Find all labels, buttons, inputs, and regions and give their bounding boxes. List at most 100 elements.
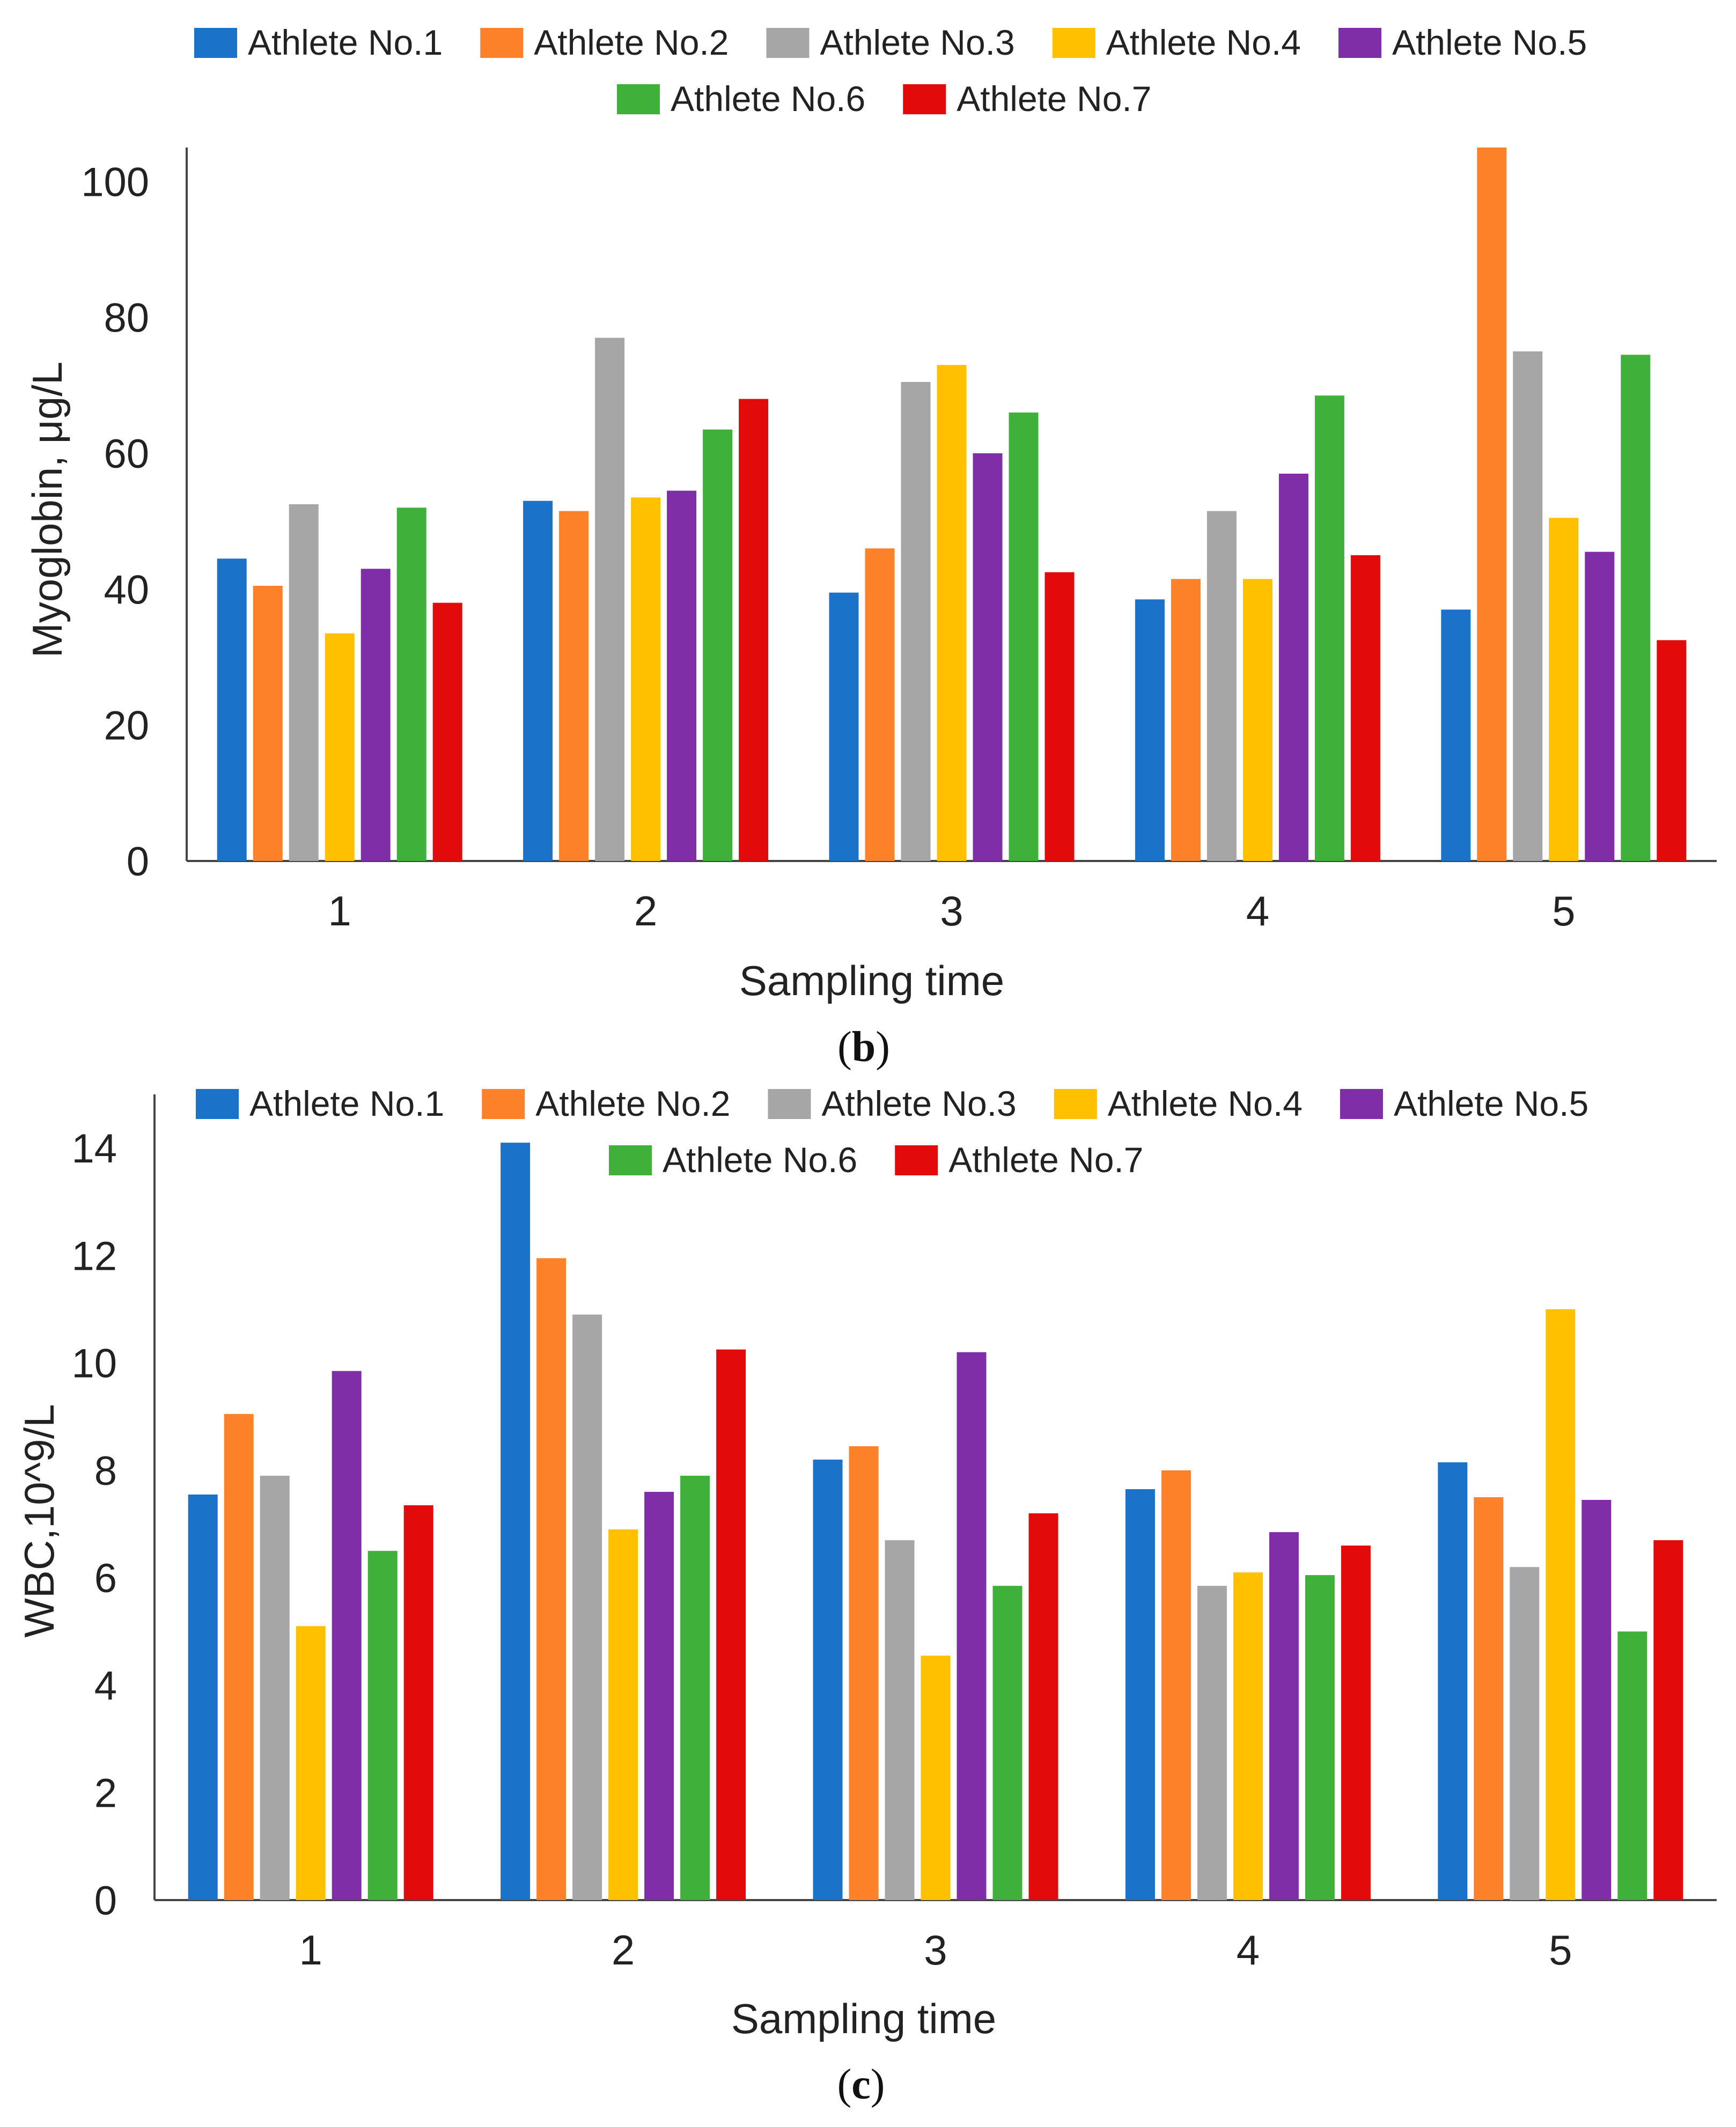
legend-swatch xyxy=(480,28,524,58)
y-tick-label: 8 xyxy=(94,1448,117,1494)
panel-c-label-letter: c xyxy=(851,2061,871,2108)
bar-c-cat5-series5: Athlete No.5: 7.45 xyxy=(1581,1500,1612,1900)
legend-item: Athlete No.3 xyxy=(768,1084,1017,1123)
bar-b-cat3-series4: Athlete No.4: 73 xyxy=(937,365,967,861)
legend-swatch xyxy=(766,28,810,58)
bar-c-cat3-series4: Athlete No.4: 4.55 xyxy=(921,1655,951,1900)
x-tick-label: 3 xyxy=(940,887,963,934)
bar-b-cat2-series6: Athlete No.6: 63.5 xyxy=(703,429,733,861)
bar-b-cat4-series4: Athlete No.4: 41.5 xyxy=(1242,579,1272,861)
legend-swatch xyxy=(617,84,660,114)
bar-b-cat2-series3: Athlete No.3: 77 xyxy=(595,337,625,861)
bar-c-cat3-series2: Athlete No.2: 8.45 xyxy=(849,1446,879,1900)
bar-b-cat3-series5: Athlete No.5: 60 xyxy=(973,453,1003,861)
bar-b-cat4-series1: Athlete No.1: 38.5 xyxy=(1135,599,1165,861)
panel-c-xlabel: Sampling time xyxy=(731,1995,996,2042)
legend-swatch xyxy=(768,1089,811,1119)
bar-c-cat5-series3: Athlete No.3: 6.2 xyxy=(1510,1567,1540,1900)
y-tick-label: 100 xyxy=(81,159,149,205)
bar-c-cat5-series6: Athlete No.6: 5 xyxy=(1617,1631,1647,1900)
bar-b-cat4-series6: Athlete No.6: 68.5 xyxy=(1314,395,1344,861)
bar-c-cat1-series2: Athlete No.2: 9.05 xyxy=(224,1414,254,1900)
bar-b-cat4-series7: Athlete No.7: 45 xyxy=(1350,555,1380,861)
bar-b-cat5-series4: Athlete No.4: 50.5 xyxy=(1549,518,1579,861)
bar-b-cat3-series3: Athlete No.3: 70.5 xyxy=(901,382,931,861)
bar-c-cat5-series1: Athlete No.1: 8.15 xyxy=(1438,1462,1468,1900)
legend-label: Athlete No.2 xyxy=(534,23,729,62)
bar-c-cat1-series4: Athlete No.4: 5.1 xyxy=(296,1626,326,1900)
legend-label: Athlete No.2 xyxy=(535,1084,730,1123)
bar-b-cat1-series1: Athlete No.1: 44.5 xyxy=(217,558,247,861)
bar-c-cat2-series5: Athlete No.5: 7.6 xyxy=(644,1491,674,1900)
legend-swatch xyxy=(895,1145,938,1175)
x-tick-label: 4 xyxy=(1237,1926,1260,1974)
bar-c-cat3-series6: Athlete No.6: 5.85 xyxy=(992,1586,1023,1900)
bar-b-cat2-series2: Athlete No.2: 51.5 xyxy=(559,511,589,861)
legend-swatch xyxy=(903,84,946,114)
x-tick-label: 5 xyxy=(1552,887,1575,934)
legend-label: Athlete No.6 xyxy=(663,1140,857,1180)
x-tick-label: 3 xyxy=(924,1926,947,1974)
y-tick-label: 12 xyxy=(71,1233,117,1279)
bar-b-cat5-series2: Athlete No.2: 105 xyxy=(1477,148,1507,861)
bar-c-cat5-series7: Athlete No.7: 6.7 xyxy=(1653,1540,1683,1900)
bar-c-cat1-series5: Athlete No.5: 9.85 xyxy=(332,1371,362,1900)
panel-b-ylabel: Myoglobin, μg/L xyxy=(24,362,71,658)
legend-item: Athlete No.6 xyxy=(609,1140,857,1180)
y-tick-label: 4 xyxy=(94,1663,117,1709)
bar-c-cat3-series3: Athlete No.3: 6.7 xyxy=(885,1540,915,1900)
legend-swatch xyxy=(609,1145,652,1175)
bar-c-cat4-series1: Athlete No.1: 7.65 xyxy=(1125,1489,1155,1900)
bar-b-cat1-series5: Athlete No.5: 43 xyxy=(361,569,391,861)
bar-b-cat2-series1: Athlete No.1: 53 xyxy=(523,501,553,861)
bar-b-cat3-series2: Athlete No.2: 46 xyxy=(865,548,895,861)
bar-c-cat4-series7: Athlete No.7: 6.6 xyxy=(1341,1545,1371,1900)
bar-b-cat2-series5: Athlete No.5: 54.5 xyxy=(667,490,697,861)
legend-label: Athlete No.1 xyxy=(248,23,443,62)
y-tick-label: 10 xyxy=(71,1341,117,1387)
bar-b-cat1-series4: Athlete No.4: 33.5 xyxy=(325,633,355,861)
bar-b-cat3-series6: Athlete No.6: 66 xyxy=(1009,413,1039,861)
bar-b-cat3-series7: Athlete No.7: 42.5 xyxy=(1044,572,1075,861)
panel-b-label-letter: b xyxy=(852,1024,876,1071)
legend-item: Athlete No.5 xyxy=(1338,23,1587,62)
y-tick-label: 80 xyxy=(104,296,149,341)
legend-swatch xyxy=(1054,1089,1097,1119)
bar-b-cat5-series3: Athlete No.3: 75 xyxy=(1513,351,1543,861)
y-tick-label: 2 xyxy=(94,1771,117,1816)
bar-c-cat2-series3: Athlete No.3: 10.9 xyxy=(572,1314,602,1900)
panel-b-label: (b) xyxy=(837,1024,890,1071)
bar-b-cat1-series6: Athlete No.6: 52 xyxy=(396,507,426,861)
y-tick-label: 20 xyxy=(104,703,149,749)
bar-c-cat3-series7: Athlete No.7: 7.2 xyxy=(1028,1513,1058,1900)
legend-item: Athlete No.4 xyxy=(1054,1084,1303,1123)
bar-c-cat2-series4: Athlete No.4: 6.9 xyxy=(608,1529,638,1900)
legend-label: Athlete No.7 xyxy=(957,79,1151,119)
legend-label: Athlete No.4 xyxy=(1108,1084,1303,1123)
y-tick-label: 14 xyxy=(71,1126,117,1172)
bar-c-cat5-series4: Athlete No.4: 11 xyxy=(1546,1309,1576,1900)
bar-b-cat5-series7: Athlete No.7: 32.5 xyxy=(1657,640,1687,861)
legend-swatch xyxy=(1052,28,1095,58)
bar-b-cat4-series5: Athlete No.5: 57 xyxy=(1278,474,1308,861)
x-tick-label: 5 xyxy=(1549,1926,1572,1974)
legend-item: Athlete No.1 xyxy=(194,23,443,62)
x-tick-label: 2 xyxy=(634,887,657,934)
x-tick-label: 2 xyxy=(612,1926,635,1974)
panel-c-plot: 02468101214Athlete No.1: 7.55Athlete No.… xyxy=(71,1084,1717,1974)
legend-swatch xyxy=(1340,1089,1383,1119)
bar-b-cat4-series2: Athlete No.2: 41.5 xyxy=(1171,579,1201,861)
bar-b-cat2-series7: Athlete No.7: 68 xyxy=(739,399,769,861)
legend-item: Athlete No.2 xyxy=(480,23,729,62)
legend-label: Athlete No.6 xyxy=(671,79,865,119)
bar-c-cat5-series2: Athlete No.2: 7.5 xyxy=(1474,1497,1504,1900)
panel-c-ylabel: WBC,10^9/L xyxy=(16,1404,63,1637)
bar-b-cat1-series3: Athlete No.3: 52.5 xyxy=(289,504,319,861)
bar-c-cat1-series6: Athlete No.6: 6.5 xyxy=(367,1551,398,1900)
panel-b-xlabel: Sampling time xyxy=(739,957,1004,1004)
legend-label: Athlete No.1 xyxy=(249,1084,444,1123)
legend-label: Athlete No.4 xyxy=(1106,23,1301,62)
bar-b-cat5-series1: Athlete No.1: 37 xyxy=(1441,609,1471,861)
bar-c-cat4-series6: Athlete No.6: 6.05 xyxy=(1305,1575,1335,1900)
